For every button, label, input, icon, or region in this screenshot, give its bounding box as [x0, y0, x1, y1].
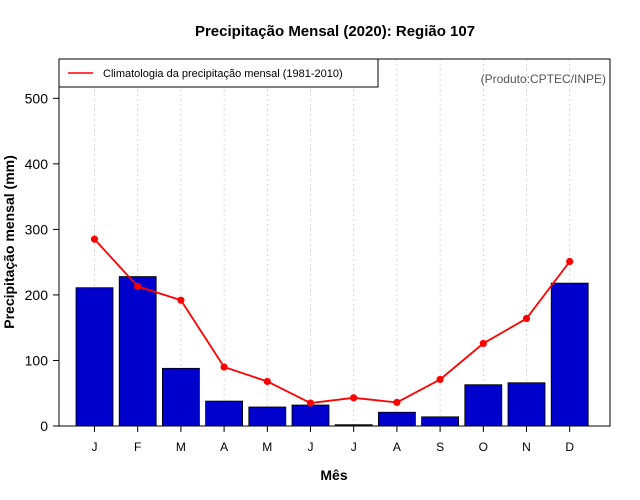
x-tick-label: A [220, 440, 228, 454]
climatology-point-3 [177, 296, 185, 304]
x-tick-label: M [262, 440, 272, 454]
y-tick-label: 400 [25, 156, 49, 172]
climatology-point-4 [220, 363, 228, 371]
bar-6 [291, 404, 330, 427]
bar-2 [118, 276, 157, 427]
bar-9 [421, 416, 460, 427]
x-tick-label: N [522, 440, 531, 454]
y-tick-label: 0 [40, 418, 48, 434]
x-tick-label: A [393, 440, 401, 454]
bar-12 [550, 282, 589, 427]
bar-10 [464, 384, 503, 427]
legend: Climatologia da precipitação mensal (198… [58, 58, 379, 88]
x-tick-label: J [92, 440, 98, 454]
bars-group [75, 276, 589, 427]
climatology-line-group [90, 235, 574, 407]
climatology-point-7 [350, 394, 358, 402]
x-tick-label: F [134, 440, 141, 454]
climatology-line [93, 238, 571, 404]
y-axis-title: Precipitação mensal (mm) [1, 155, 17, 329]
y-tick-label: 500 [25, 90, 49, 106]
x-tick-label: J [308, 440, 314, 454]
x-tick-label: M [176, 440, 186, 454]
bar-11 [507, 382, 546, 427]
legend-label: Climatologia da precipitação mensal (198… [103, 68, 343, 80]
bar-1 [75, 287, 114, 427]
climatology-point-8 [393, 398, 401, 407]
climatology-point-9 [436, 375, 444, 384]
chart-title: Precipitação Mensal (2020): Região 107 [195, 23, 475, 40]
bar-3 [161, 367, 200, 427]
climatology-point-5 [263, 377, 271, 386]
bar-5 [248, 406, 287, 427]
climatology-point-6 [306, 399, 315, 407]
x-axis-title: Mês [320, 467, 347, 483]
climatology-point-11 [522, 314, 531, 323]
climatology-point-1 [90, 235, 99, 243]
x-tick-label: J [351, 440, 357, 454]
bar-4 [205, 400, 244, 427]
climatology-point-12 [566, 257, 574, 266]
y-axis: 0 100 200 300 400 500 [25, 90, 60, 434]
legend-box [58, 58, 379, 88]
x-tick-label: O [479, 440, 488, 454]
x-tick-label: D [565, 440, 574, 454]
x-tick-label: S [436, 440, 444, 454]
climatology-point-2 [134, 282, 142, 291]
y-tick-label: 200 [25, 287, 49, 303]
y-tick-label: 300 [25, 221, 49, 237]
bar-8 [377, 411, 416, 427]
source-annotation: (Produto:CPTEC/INPE) [481, 72, 606, 86]
climatology-point-10 [479, 339, 487, 348]
y-tick-label: 100 [25, 352, 49, 368]
